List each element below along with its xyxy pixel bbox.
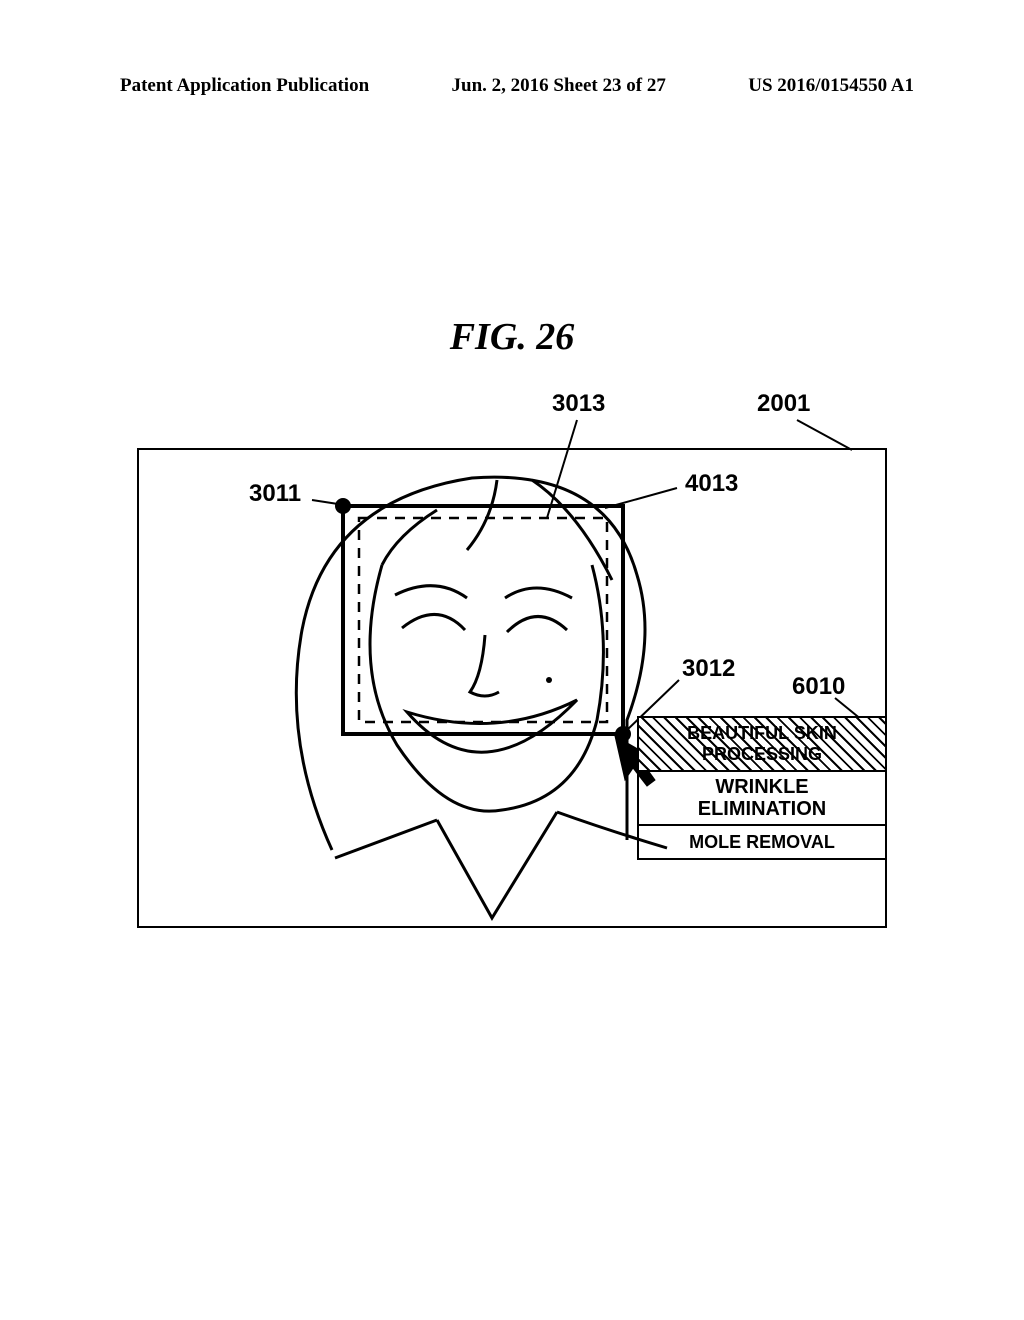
menu-item-wrinkle-elimination[interactable]: WRINKLE ELIMINATION — [639, 772, 885, 826]
label-3012: 3012 — [682, 655, 735, 683]
label-6010: 6010 — [792, 673, 845, 701]
label-3011: 3011 — [249, 480, 301, 508]
page-header: Patent Application Publication Jun. 2, 2… — [120, 75, 914, 97]
header-center: Jun. 2, 2016 Sheet 23 of 27 — [452, 75, 666, 97]
menu-item-beautiful-skin[interactable]: BEAUTIFUL SKIN PROCESSING — [639, 718, 885, 772]
context-menu: BEAUTIFUL SKIN PROCESSING WRINKLE ELIMIN… — [637, 716, 887, 860]
menu-item-mole-removal[interactable]: MOLE REMOVAL — [639, 826, 885, 858]
figure-title: FIG. 26 — [0, 315, 1024, 359]
header-left: Patent Application Publication — [120, 75, 369, 97]
label-4013: 4013 — [685, 470, 738, 498]
header-right: US 2016/0154550 A1 — [748, 75, 914, 97]
diagram: 3013 2001 — [137, 380, 887, 940]
